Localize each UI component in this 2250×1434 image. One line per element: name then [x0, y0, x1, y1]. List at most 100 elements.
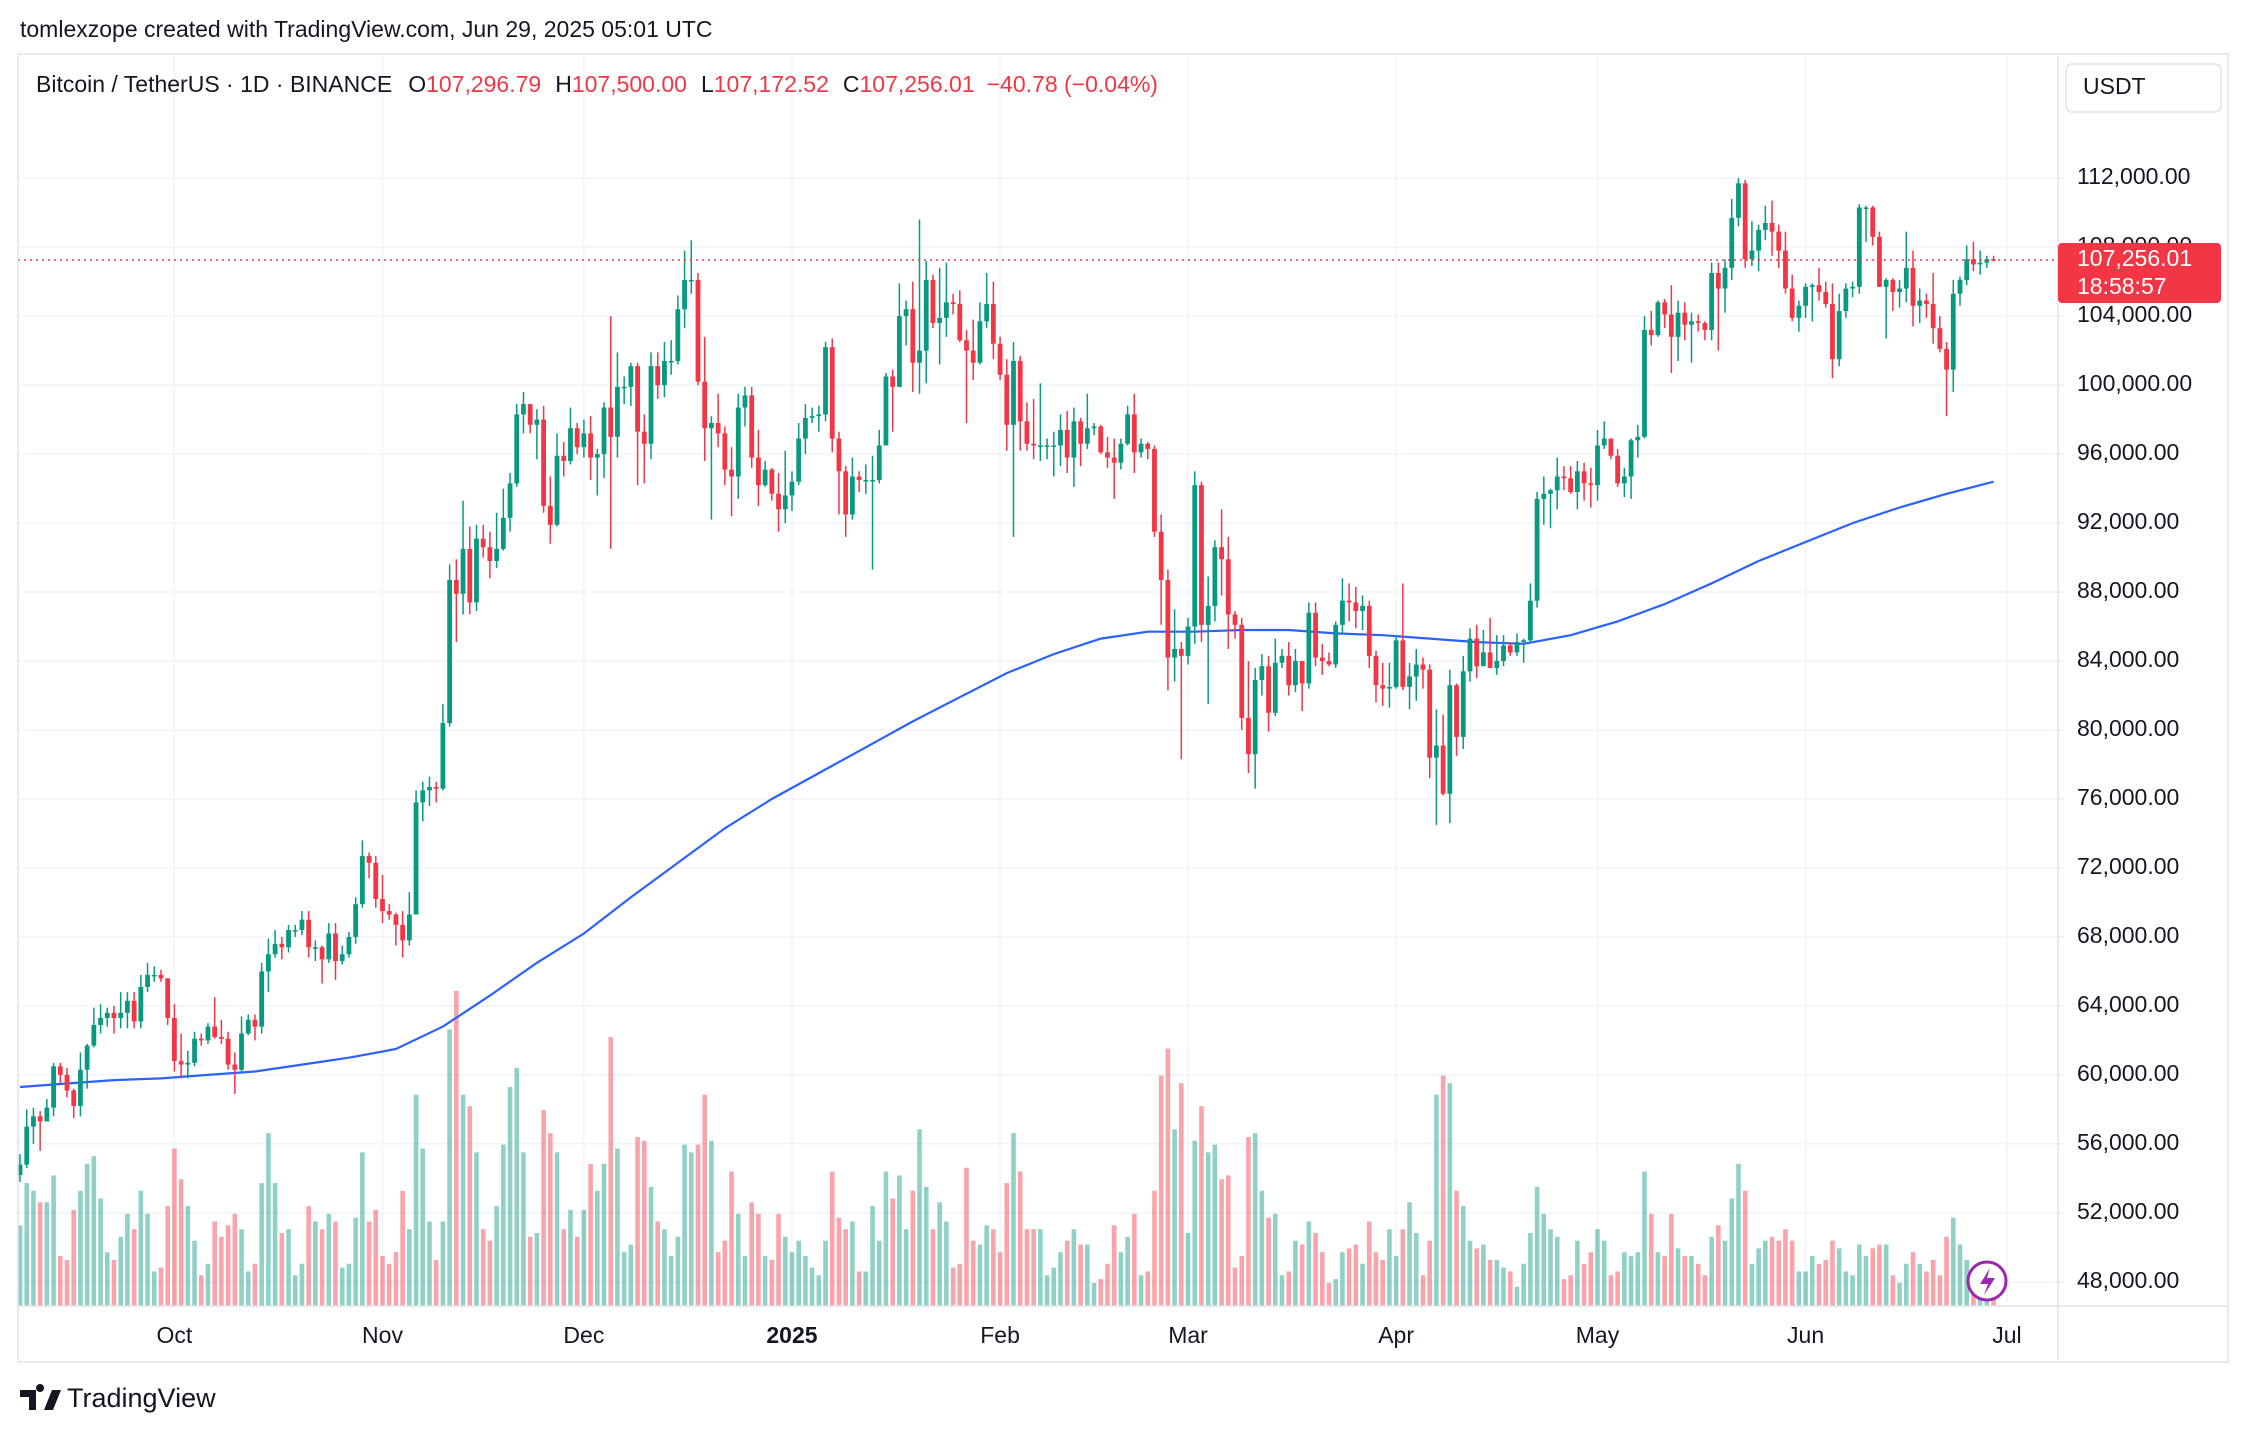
candle-body — [1715, 273, 1721, 289]
volume-bar — [507, 1087, 513, 1306]
frame — [17, 53, 2229, 1363]
candle-body — [782, 495, 788, 510]
candle-body — [1407, 676, 1412, 687]
volume-bar — [729, 1171, 734, 1306]
volume-bar — [1890, 1275, 1896, 1306]
candle-body — [903, 309, 909, 317]
volume-bar — [695, 1144, 701, 1306]
candle-body — [1830, 304, 1835, 360]
volume-bar — [386, 1263, 392, 1306]
volume-bar — [843, 1229, 848, 1306]
volume-bar — [1662, 1256, 1667, 1306]
candle-body — [521, 404, 526, 415]
volume-bar — [480, 1229, 486, 1306]
legend-key: H — [555, 71, 572, 97]
candle-body — [1501, 645, 1506, 662]
legend-change: −40.78 (−0.04%) — [987, 71, 1158, 97]
candle-body — [541, 419, 547, 506]
currency[interactable]: USDT — [2083, 73, 2146, 99]
volume-bar — [1440, 1075, 1446, 1306]
candle-body — [608, 407, 614, 437]
volume-bar — [333, 1221, 338, 1306]
candle-body — [621, 386, 627, 389]
volume-bar — [769, 1259, 775, 1306]
candle-body — [1903, 267, 1909, 289]
volume-bar — [1823, 1259, 1829, 1306]
volume-bar — [158, 1267, 164, 1306]
candle-body — [662, 360, 667, 386]
candle-body — [1635, 436, 1641, 441]
volume-bar — [1991, 1298, 1996, 1306]
volume-bar — [655, 1221, 661, 1306]
candle-body — [561, 455, 567, 461]
volume-bar — [910, 1190, 916, 1306]
candle-body — [816, 414, 822, 417]
candle-body — [1883, 279, 1889, 287]
candle-body — [1420, 664, 1426, 670]
x-tick-label: Oct — [157, 1322, 193, 1348]
volume-bar — [957, 1263, 963, 1306]
currency-box[interactable] — [2065, 63, 2222, 113]
candle-body — [997, 343, 1003, 375]
candle-body — [78, 1069, 83, 1106]
volume-bar — [1038, 1229, 1043, 1306]
candle-body — [1246, 717, 1251, 755]
y-tick-label: 96,000.00 — [2077, 439, 2179, 465]
candle-body — [1843, 288, 1849, 311]
volume-bar — [776, 1213, 781, 1306]
x-tick-label: Dec — [563, 1322, 604, 1348]
candle-body — [547, 505, 553, 525]
candle-body — [1521, 640, 1527, 643]
candle-body — [1071, 421, 1077, 458]
candle-body — [950, 302, 956, 305]
candle-body — [1910, 267, 1916, 306]
volume-bar — [172, 1148, 177, 1306]
candle-body — [1199, 485, 1204, 625]
candle-body — [1293, 661, 1298, 686]
candle-body — [1668, 314, 1674, 337]
volume-bar — [648, 1186, 654, 1306]
legend-symbol: Bitcoin / TetherUS · 1D · BINANCE — [36, 71, 392, 97]
volume-bar — [1635, 1252, 1641, 1306]
volume-bar — [1091, 1282, 1097, 1306]
candle-body — [1272, 662, 1278, 713]
volume-bar — [1487, 1259, 1493, 1306]
y-tick-label: 100,000.00 — [2077, 370, 2192, 396]
volume-bar — [125, 1213, 130, 1306]
volume-bar — [521, 1152, 526, 1306]
volume-bar — [1078, 1244, 1083, 1306]
volume-bar — [1648, 1213, 1654, 1306]
x-tick-label: Apr — [1378, 1322, 1414, 1348]
candle-body — [333, 933, 338, 962]
volume-bar — [809, 1267, 815, 1306]
candle-body — [729, 469, 734, 477]
candle-body — [1823, 291, 1829, 305]
candle-body — [1152, 448, 1157, 532]
x-tick-label: Nov — [362, 1322, 403, 1348]
volume-bar — [252, 1263, 258, 1306]
volume-bar — [1239, 1256, 1245, 1306]
volume-bar — [1749, 1263, 1755, 1306]
flash-icon[interactable] — [1966, 1260, 2008, 1302]
candle-body — [769, 469, 775, 494]
volume-bar — [1460, 1206, 1466, 1306]
candle-body — [198, 1038, 204, 1041]
volume-bar — [360, 1152, 365, 1306]
volume-bar — [17, 1225, 23, 1306]
volume-bar — [98, 1198, 103, 1306]
flash-bolt[interactable] — [1980, 1268, 1995, 1295]
volume-bar — [1615, 1271, 1620, 1306]
volume-bar — [219, 1236, 224, 1306]
candle-body — [849, 476, 855, 515]
candle-body — [245, 1019, 251, 1034]
y-tick-label: 68,000.00 — [2077, 922, 2179, 948]
candle-body — [1870, 207, 1876, 237]
candle-body — [1984, 259, 1990, 263]
volume-bar — [1601, 1240, 1607, 1306]
candle-body — [829, 347, 835, 439]
volume-bar — [1507, 1271, 1513, 1306]
volume-bar — [84, 1163, 90, 1306]
volume-bar — [608, 1037, 614, 1306]
candle-body — [1474, 638, 1480, 667]
candle-body — [1930, 304, 1936, 329]
